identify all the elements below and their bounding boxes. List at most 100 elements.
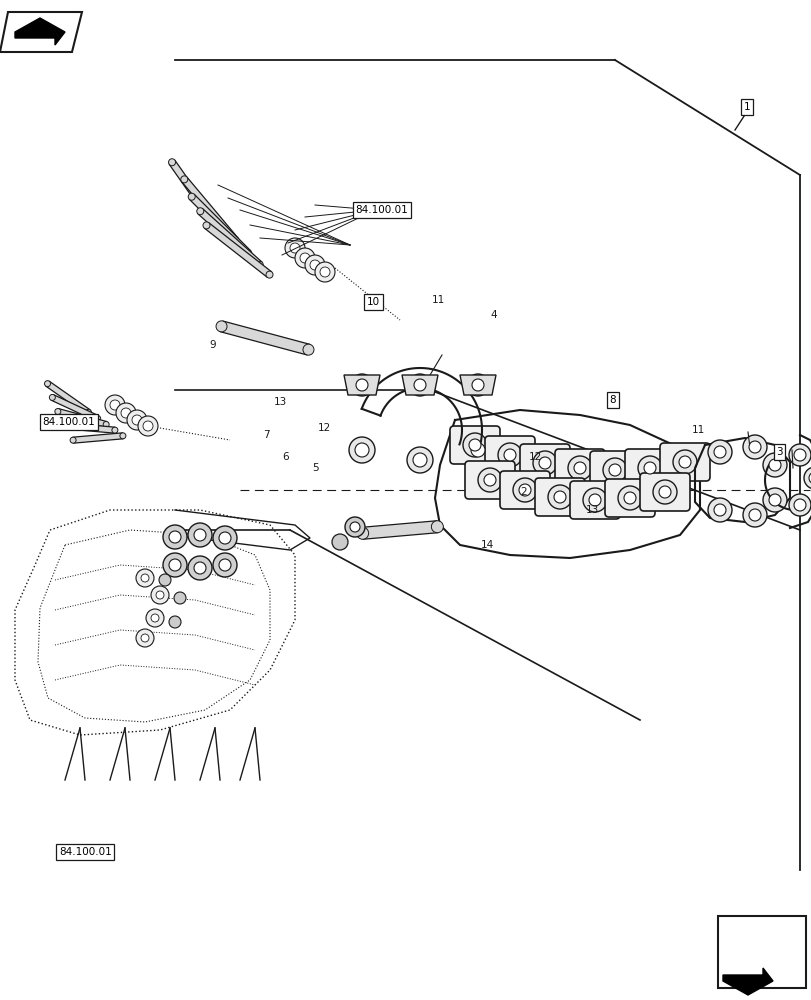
- Circle shape: [169, 559, 181, 571]
- Polygon shape: [169, 160, 221, 230]
- Circle shape: [354, 443, 368, 457]
- Circle shape: [350, 374, 372, 396]
- Circle shape: [497, 443, 521, 467]
- Circle shape: [608, 464, 620, 476]
- Circle shape: [637, 456, 661, 480]
- Circle shape: [196, 208, 204, 215]
- Circle shape: [138, 416, 158, 436]
- Polygon shape: [189, 194, 251, 256]
- FancyBboxPatch shape: [717, 916, 805, 988]
- Circle shape: [617, 486, 642, 510]
- Circle shape: [85, 409, 92, 415]
- Polygon shape: [57, 409, 107, 427]
- Text: 10: 10: [367, 297, 380, 307]
- Circle shape: [413, 453, 427, 467]
- Circle shape: [95, 416, 101, 422]
- Circle shape: [356, 527, 368, 539]
- Circle shape: [788, 494, 810, 516]
- Circle shape: [141, 634, 148, 642]
- Circle shape: [643, 462, 655, 474]
- Circle shape: [803, 467, 811, 489]
- Circle shape: [163, 553, 187, 577]
- Polygon shape: [401, 375, 437, 395]
- Polygon shape: [722, 968, 772, 995]
- Text: 7: 7: [263, 430, 269, 440]
- Circle shape: [194, 562, 206, 574]
- Circle shape: [132, 415, 142, 425]
- Text: 12: 12: [318, 423, 331, 433]
- Circle shape: [146, 609, 164, 627]
- Circle shape: [194, 529, 206, 541]
- Circle shape: [808, 472, 811, 484]
- Circle shape: [465, 437, 491, 463]
- Circle shape: [349, 437, 375, 463]
- FancyBboxPatch shape: [519, 444, 569, 482]
- Circle shape: [55, 409, 61, 415]
- Circle shape: [707, 498, 731, 522]
- Text: 3: 3: [775, 447, 782, 457]
- Circle shape: [532, 451, 556, 475]
- FancyBboxPatch shape: [449, 426, 500, 464]
- Circle shape: [163, 525, 187, 549]
- Circle shape: [62, 423, 68, 429]
- Text: 84.100.01: 84.100.01: [355, 205, 407, 215]
- Circle shape: [504, 449, 515, 461]
- Circle shape: [188, 193, 195, 200]
- Circle shape: [109, 400, 120, 410]
- Text: 13: 13: [273, 397, 286, 407]
- Circle shape: [143, 421, 152, 431]
- Circle shape: [355, 379, 367, 391]
- Circle shape: [483, 474, 496, 486]
- Circle shape: [793, 499, 805, 511]
- Circle shape: [713, 504, 725, 516]
- Circle shape: [469, 439, 480, 451]
- Circle shape: [141, 574, 148, 582]
- Polygon shape: [362, 521, 437, 539]
- FancyBboxPatch shape: [484, 436, 534, 474]
- Circle shape: [232, 237, 239, 244]
- FancyBboxPatch shape: [534, 478, 584, 516]
- Circle shape: [135, 629, 154, 647]
- Text: 4: 4: [490, 310, 496, 320]
- Circle shape: [568, 456, 591, 480]
- Circle shape: [151, 586, 169, 604]
- Circle shape: [285, 238, 305, 258]
- Circle shape: [135, 569, 154, 587]
- Circle shape: [707, 440, 731, 464]
- Circle shape: [573, 462, 586, 474]
- Circle shape: [788, 444, 810, 466]
- Circle shape: [212, 553, 237, 577]
- Circle shape: [169, 616, 181, 628]
- FancyBboxPatch shape: [624, 449, 674, 487]
- Circle shape: [588, 494, 600, 506]
- Circle shape: [266, 271, 272, 278]
- Circle shape: [431, 521, 443, 533]
- Circle shape: [748, 509, 760, 521]
- Circle shape: [603, 458, 626, 482]
- Polygon shape: [51, 395, 99, 421]
- Circle shape: [678, 456, 690, 468]
- Circle shape: [315, 262, 335, 282]
- Text: 1: 1: [743, 102, 749, 112]
- Text: 6: 6: [282, 452, 289, 462]
- Circle shape: [742, 503, 766, 527]
- Polygon shape: [460, 375, 496, 395]
- Circle shape: [159, 574, 171, 586]
- Text: 84.100.01: 84.100.01: [43, 417, 95, 427]
- Text: 12: 12: [529, 452, 542, 462]
- Polygon shape: [344, 375, 380, 395]
- Text: 14: 14: [480, 540, 493, 550]
- Circle shape: [303, 344, 314, 355]
- Circle shape: [672, 450, 696, 474]
- Polygon shape: [198, 209, 262, 267]
- FancyBboxPatch shape: [569, 481, 620, 519]
- Circle shape: [470, 443, 484, 457]
- Circle shape: [768, 494, 780, 506]
- FancyBboxPatch shape: [659, 443, 709, 481]
- Circle shape: [256, 261, 263, 268]
- Text: 9: 9: [209, 340, 216, 350]
- Circle shape: [466, 374, 488, 396]
- Circle shape: [105, 395, 125, 415]
- Circle shape: [127, 410, 147, 430]
- Circle shape: [350, 522, 359, 532]
